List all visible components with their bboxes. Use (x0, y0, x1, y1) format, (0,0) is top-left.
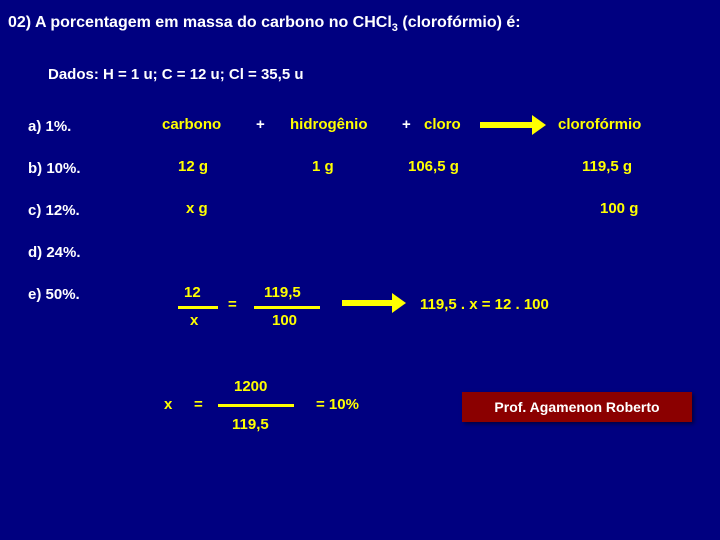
frac1a-num: 12 (184, 284, 201, 301)
header-plus2: + (402, 116, 411, 133)
frac2-den: 119,5 (232, 416, 269, 433)
frac1b-den: 100 (272, 312, 297, 329)
frac2-x: x (164, 396, 172, 413)
header-cloroformio: clorofórmio (558, 116, 641, 133)
question-suffix: (clorofórmio) é: (398, 14, 521, 31)
option-d: d) 24%. (28, 244, 81, 261)
equals-1: = (228, 296, 237, 313)
fraction-bar-icon (254, 306, 320, 309)
fraction-bar-icon (178, 306, 218, 309)
fraction-bar-icon (218, 404, 294, 407)
row1-cloroformio: 119,5 g (582, 158, 632, 175)
option-a: a) 1%. (28, 118, 71, 135)
option-e: e) 50%. (28, 286, 80, 303)
frac1a-den: x (190, 312, 198, 329)
dados-text: Dados: H = 1 u; C = 12 u; Cl = 35,5 u (48, 66, 304, 83)
frac2-num: 1200 (234, 378, 267, 395)
frac1b-num: 119,5 (264, 284, 301, 301)
question-text: 02) A porcentagem em massa do carbono no… (8, 14, 521, 34)
frac2-eq: = (194, 396, 203, 413)
credit-badge: Prof. Agamenon Roberto (462, 392, 692, 422)
header-plus1: + (256, 116, 265, 133)
row2-cloroformio: 100 g (600, 200, 638, 217)
row1-hidrogenio: 1 g (312, 158, 334, 175)
crossmult-rhs: 119,5 . x = 12 . 100 (420, 296, 549, 313)
arrow-icon (480, 122, 534, 128)
row2-carbono: x g (186, 200, 208, 217)
option-c: c) 12%. (28, 202, 80, 219)
arrow-icon (342, 300, 394, 306)
question-prefix: 02) A porcentagem em massa do carbono no… (8, 14, 392, 31)
header-cloro: cloro (424, 116, 461, 133)
result-text: = 10% (316, 396, 359, 413)
header-hidrogenio: hidrogênio (290, 116, 368, 133)
row1-cloro: 106,5 g (408, 158, 459, 175)
header-carbono: carbono (162, 116, 221, 133)
option-b: b) 10%. (28, 160, 81, 177)
row1-carbono: 12 g (178, 158, 208, 175)
